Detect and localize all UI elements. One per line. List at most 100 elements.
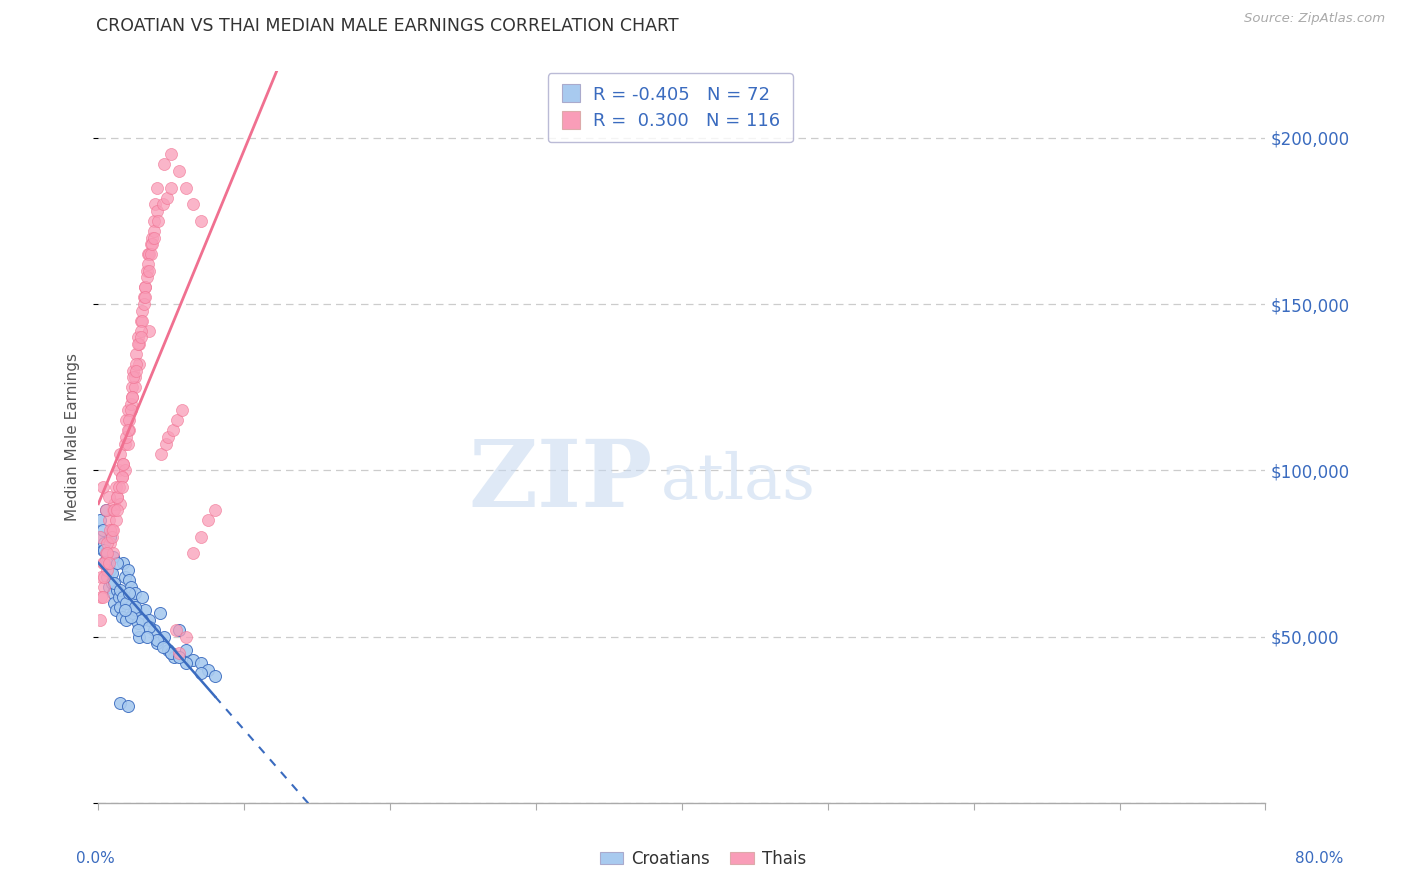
Point [129,324,152,338]
Point [97,513,120,527]
Point [103,497,125,511]
Point [110,696,132,710]
Point [120,609,142,624]
Point [131,303,153,318]
Point [93,536,115,550]
Text: 80.0%: 80.0% [1295,851,1343,865]
Point [96,557,118,571]
Point [190,530,212,544]
Point [103,576,125,591]
Point [197,513,219,527]
Point [111,480,134,494]
Point [160,147,183,161]
Point [167,623,190,637]
Point [124,370,146,384]
Point [111,470,134,484]
Point [139,237,162,252]
Point [101,503,124,517]
Point [143,197,166,211]
Point [117,424,139,438]
Point [112,457,135,471]
Point [167,164,190,178]
Point [125,363,148,377]
Point [117,563,139,577]
Point [91,543,114,558]
Point [90,530,112,544]
Point [114,436,136,450]
Text: 0.0%: 0.0% [76,851,115,865]
Point [166,413,188,427]
Point [93,543,115,558]
Point [197,663,219,677]
Point [110,447,132,461]
Point [142,623,165,637]
Point [167,649,190,664]
Point [118,586,141,600]
Point [97,490,120,504]
Point [136,257,159,271]
Point [127,623,149,637]
Point [181,653,204,667]
Point [121,596,143,610]
Point [138,619,160,633]
Legend: Croatians, Thais: Croatians, Thais [593,844,813,875]
Point [125,347,148,361]
Point [124,599,146,614]
Point [160,180,183,194]
Point [120,580,142,594]
Point [118,573,141,587]
Point [111,609,134,624]
Point [174,656,197,670]
Point [108,480,131,494]
Point [138,613,160,627]
Point [146,204,169,219]
Point [163,649,186,664]
Point [174,643,197,657]
Point [89,613,111,627]
Point [115,430,138,444]
Text: Source: ZipAtlas.com: Source: ZipAtlas.com [1244,12,1385,25]
Point [89,530,111,544]
Point [129,330,152,344]
Point [141,230,163,244]
Point [103,596,125,610]
Point [98,523,121,537]
Point [122,370,145,384]
Point [134,603,156,617]
Point [110,582,132,597]
Point [121,380,143,394]
Point [181,197,204,211]
Point [118,424,141,438]
Point [131,314,153,328]
Point [124,380,146,394]
Point [114,570,136,584]
Point [100,530,122,544]
Point [112,457,135,471]
Point [98,563,121,577]
Legend: R = -0.405   N = 72, R =  0.300   N = 116: R = -0.405 N = 72, R = 0.300 N = 116 [548,73,793,143]
Point [138,264,160,278]
Point [105,490,128,504]
Point [100,523,122,537]
Point [91,480,114,494]
Point [181,546,204,560]
Point [96,563,118,577]
Point [160,646,183,660]
Point [156,191,179,205]
Point [96,570,118,584]
Point [167,646,190,660]
Point [91,523,114,537]
Point [162,424,184,438]
Point [122,363,145,377]
Point [134,280,156,294]
Point [97,557,120,571]
Text: ZIP: ZIP [468,436,652,526]
Point [131,590,153,604]
Point [146,632,169,647]
Point [125,357,148,371]
Point [124,586,146,600]
Point [125,603,148,617]
Point [157,643,180,657]
Point [90,590,112,604]
Point [153,157,176,171]
